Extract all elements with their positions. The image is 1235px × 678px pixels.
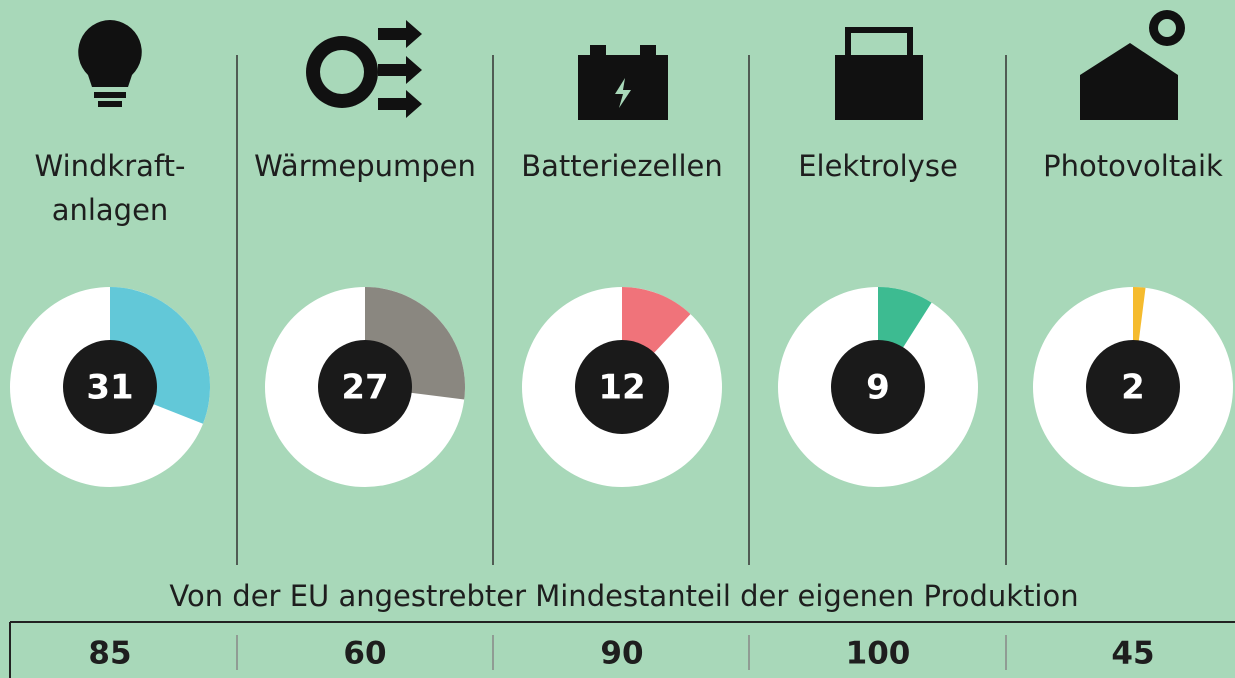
center-label: 27: [341, 368, 388, 408]
bulb-base: [98, 101, 122, 107]
center-label: 9: [866, 368, 890, 408]
bulb-base: [94, 92, 126, 98]
donut-center: [63, 340, 157, 434]
arrows-icon: [378, 20, 422, 118]
donut-center: [318, 340, 412, 434]
center-label: 31: [86, 368, 133, 408]
target-value: 60: [343, 636, 386, 672]
icons: [78, 10, 1185, 120]
target-value: 90: [600, 636, 643, 672]
donut-center: [1086, 340, 1180, 434]
dividers: [9, 55, 1235, 678]
bolt: [615, 78, 631, 108]
chart-title: Elektrolyse: [798, 149, 958, 183]
chart-title: Photovoltaik: [1043, 149, 1223, 183]
sun-gear-hole: [1158, 19, 1176, 37]
center-label: 2: [1121, 368, 1145, 408]
chart-title: Batteriezellen: [521, 149, 722, 183]
bulb-icon: [78, 20, 142, 87]
target-value: 45: [1111, 636, 1154, 672]
donut-center: [831, 340, 925, 434]
electrolysis-icon: [835, 55, 923, 120]
battery-pole: [640, 45, 656, 55]
chart-title: Wärmepumpen: [254, 149, 476, 183]
electrolysis-frame: [845, 27, 913, 63]
battery-pole: [590, 45, 606, 55]
center-label: 12: [598, 368, 645, 408]
donut-center: [575, 340, 669, 434]
chart-title: Windkraft-: [35, 149, 186, 183]
fan-inner: [320, 50, 364, 94]
target-value: 100: [846, 636, 911, 672]
house-icon: [1080, 43, 1178, 120]
target-value: 85: [88, 636, 131, 672]
target-title: Von der EU angestrebter Mindestanteil de…: [169, 579, 1078, 613]
chart-title: anlagen: [52, 193, 169, 227]
